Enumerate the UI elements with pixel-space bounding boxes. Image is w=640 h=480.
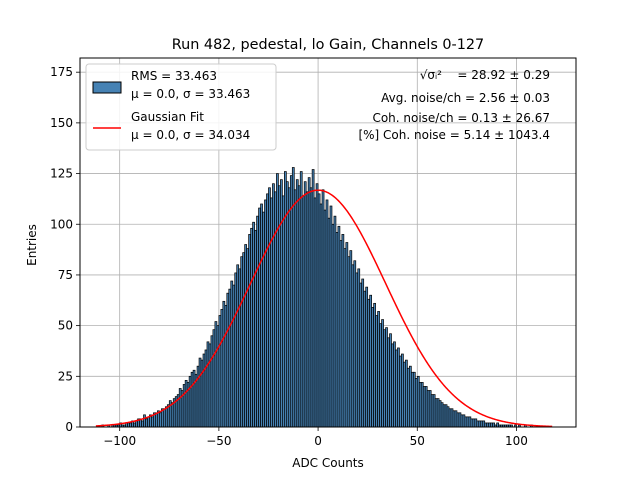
y-tick-label: 75 bbox=[58, 268, 73, 282]
chart-title: Run 482, pedestal, lo Gain, Channels 0-1… bbox=[172, 37, 484, 53]
x-tick-label: −50 bbox=[206, 434, 231, 448]
annotation-coh-noise-ch: Coh. noise/ch = 0.13 ± 26.67 bbox=[372, 111, 550, 125]
y-axis-label: Entries bbox=[25, 224, 39, 266]
y-tick-label: 150 bbox=[50, 116, 73, 130]
y-tick-label: 100 bbox=[50, 217, 73, 231]
histogram-bars bbox=[101, 167, 533, 428]
x-axis-ticks: −100 −50 0 50 100 bbox=[103, 427, 528, 448]
legend-histogram-stats: μ = 0.0, σ = 33.463 bbox=[131, 87, 250, 101]
x-axis-label: ADC Counts bbox=[292, 456, 364, 470]
annotation-sqrt-sigma-value: = 28.92 ± 0.29 bbox=[457, 68, 550, 82]
y-axis-ticks: 0 25 50 75 100 125 150 175 bbox=[50, 65, 80, 434]
y-tick-label: 175 bbox=[50, 65, 73, 79]
annotation-coh-noise-pct: [%] Coh. noise = 5.14 ± 1043.4 bbox=[358, 128, 550, 142]
stats-annotations: √σᵢ² = 28.92 ± 0.29 Avg. noise/ch = 2.56… bbox=[358, 68, 550, 142]
legend-histogram-swatch bbox=[92, 81, 122, 94]
annotation-sqrt-sigma-expr: √σᵢ² bbox=[420, 68, 442, 82]
y-tick-label: 0 bbox=[65, 420, 73, 434]
legend-box bbox=[85, 63, 277, 151]
legend-fit-stats: μ = 0.0, σ = 34.034 bbox=[131, 128, 250, 142]
legend-histogram-label: RMS = 33.463 bbox=[131, 69, 217, 83]
legend-fit-label: Gaussian Fit bbox=[131, 110, 204, 124]
y-tick-label: 50 bbox=[58, 319, 73, 333]
y-tick-label: 125 bbox=[50, 167, 73, 181]
legend: RMS = 33.463 μ = 0.0, σ = 33.463 Gaussia… bbox=[85, 63, 277, 151]
gaussian-fit-curve bbox=[95, 189, 553, 428]
plot-frame bbox=[79, 57, 577, 428]
y-tick-label: 25 bbox=[58, 369, 73, 383]
x-tick-label: 100 bbox=[505, 434, 528, 448]
annotation-avg-noise: Avg. noise/ch = 2.56 ± 0.03 bbox=[381, 91, 550, 105]
x-tick-label: 50 bbox=[410, 434, 425, 448]
x-tick-label: −100 bbox=[103, 434, 136, 448]
x-tick-label: 0 bbox=[314, 434, 322, 448]
